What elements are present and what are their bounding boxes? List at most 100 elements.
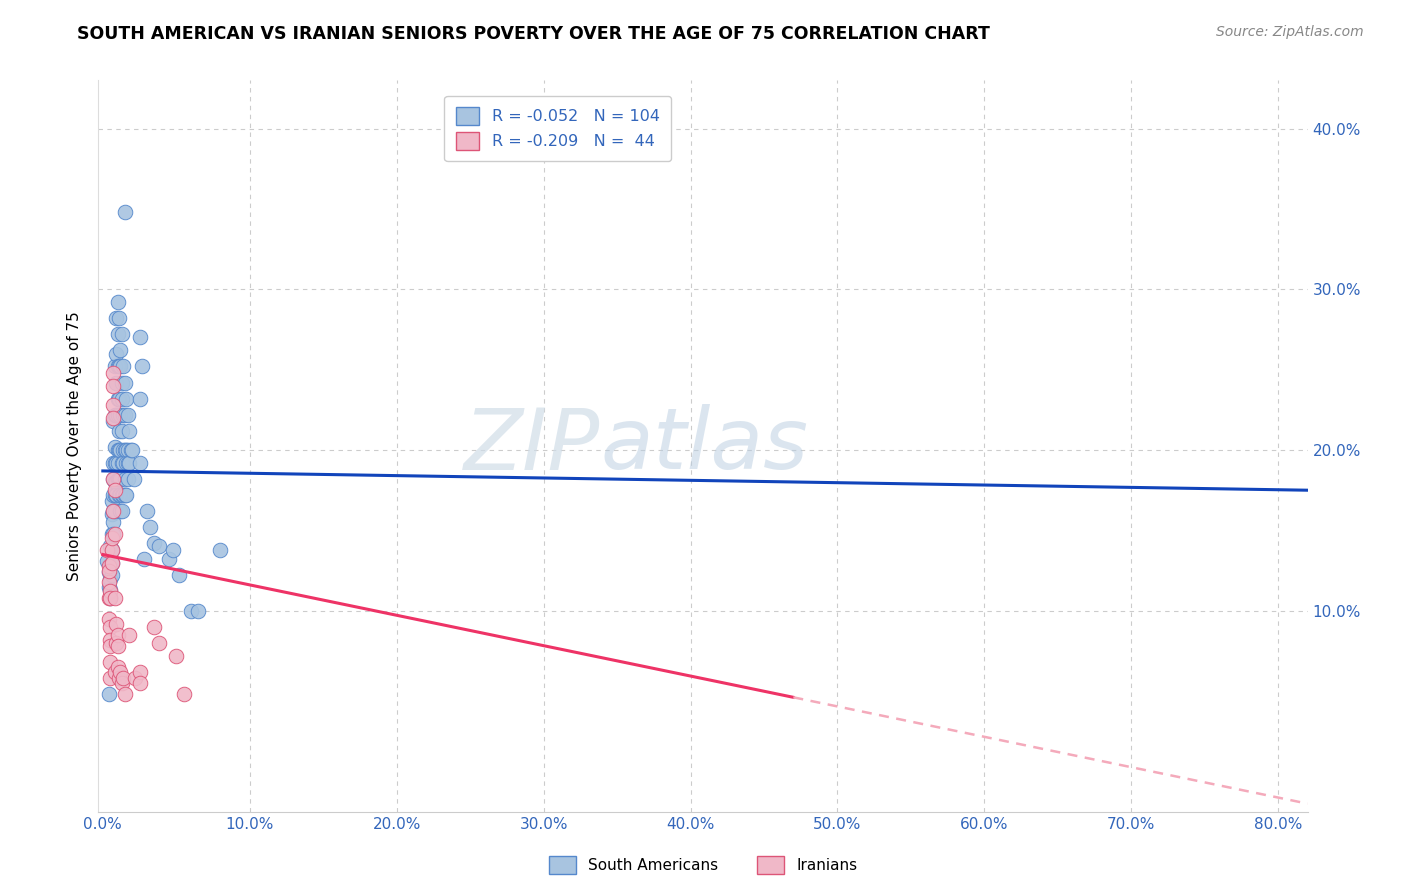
- Point: [108, 443, 131, 458]
- Point: [101, 410, 124, 425]
- Point: [135, 504, 157, 518]
- Point: [101, 398, 124, 412]
- Point: [115, 456, 138, 470]
- Point: [108, 392, 131, 406]
- Point: [103, 359, 125, 374]
- Point: [107, 327, 129, 342]
- Text: ZIP: ZIP: [464, 404, 600, 488]
- Point: [115, 392, 138, 406]
- Point: [101, 504, 124, 518]
- Point: [101, 456, 124, 470]
- Point: [105, 346, 128, 360]
- Point: [108, 671, 131, 685]
- Point: [143, 620, 166, 634]
- Point: [103, 475, 125, 490]
- Point: [108, 311, 131, 326]
- Point: [100, 532, 122, 546]
- Point: [112, 443, 135, 458]
- Point: [105, 311, 128, 326]
- Point: [209, 542, 232, 557]
- Point: [96, 542, 118, 557]
- Point: [97, 565, 120, 579]
- Point: [101, 526, 124, 541]
- Point: [96, 554, 118, 568]
- Point: [110, 665, 132, 679]
- Point: [105, 616, 128, 631]
- Point: [97, 687, 120, 701]
- Point: [107, 472, 129, 486]
- Point: [105, 408, 128, 422]
- Point: [114, 472, 136, 486]
- Point: [108, 488, 131, 502]
- Point: [110, 343, 132, 358]
- Point: [157, 552, 180, 566]
- Point: [114, 408, 136, 422]
- Point: [118, 628, 141, 642]
- Point: [101, 488, 124, 502]
- Point: [131, 359, 153, 374]
- Point: [112, 456, 135, 470]
- Text: atlas: atlas: [600, 404, 808, 488]
- Point: [105, 636, 128, 650]
- Point: [121, 443, 143, 458]
- Point: [98, 584, 121, 599]
- Point: [107, 660, 129, 674]
- Point: [98, 620, 121, 634]
- Point: [111, 504, 134, 518]
- Legend: R = -0.052   N = 104, R = -0.209   N =  44: R = -0.052 N = 104, R = -0.209 N = 44: [444, 95, 672, 161]
- Point: [115, 488, 138, 502]
- Point: [110, 443, 132, 458]
- Point: [98, 558, 121, 573]
- Point: [98, 540, 121, 554]
- Point: [165, 648, 187, 663]
- Point: [117, 456, 139, 470]
- Point: [98, 572, 121, 586]
- Point: [100, 494, 122, 508]
- Point: [100, 526, 122, 541]
- Point: [122, 472, 145, 486]
- Point: [112, 671, 135, 685]
- Point: [139, 520, 162, 534]
- Point: [107, 443, 129, 458]
- Point: [167, 568, 190, 582]
- Point: [148, 636, 170, 650]
- Point: [120, 443, 142, 458]
- Point: [103, 665, 125, 679]
- Point: [128, 676, 150, 690]
- Point: [132, 552, 155, 566]
- Point: [187, 604, 209, 618]
- Point: [100, 508, 122, 522]
- Point: [100, 568, 122, 582]
- Point: [98, 671, 121, 685]
- Y-axis label: Seniors Poverty Over the Age of 75: Seniors Poverty Over the Age of 75: [67, 311, 83, 581]
- Point: [103, 591, 125, 605]
- Point: [124, 671, 146, 685]
- Point: [110, 472, 132, 486]
- Point: [97, 612, 120, 626]
- Point: [108, 472, 131, 486]
- Point: [101, 414, 124, 428]
- Point: [112, 359, 135, 374]
- Point: [101, 472, 124, 486]
- Point: [100, 542, 122, 557]
- Point: [103, 488, 125, 502]
- Point: [148, 540, 170, 554]
- Point: [107, 456, 129, 470]
- Point: [117, 443, 139, 458]
- Point: [128, 392, 150, 406]
- Point: [101, 366, 124, 380]
- Point: [117, 408, 139, 422]
- Point: [128, 456, 150, 470]
- Point: [111, 376, 134, 390]
- Point: [97, 574, 120, 589]
- Point: [112, 488, 135, 502]
- Point: [111, 327, 134, 342]
- Point: [162, 542, 184, 557]
- Point: [108, 424, 131, 438]
- Point: [105, 488, 128, 502]
- Point: [128, 330, 150, 344]
- Text: SOUTH AMERICAN VS IRANIAN SENIORS POVERTY OVER THE AGE OF 75 CORRELATION CHART: SOUTH AMERICAN VS IRANIAN SENIORS POVERT…: [77, 25, 990, 43]
- Point: [103, 440, 125, 454]
- Point: [118, 456, 141, 470]
- Point: [105, 376, 128, 390]
